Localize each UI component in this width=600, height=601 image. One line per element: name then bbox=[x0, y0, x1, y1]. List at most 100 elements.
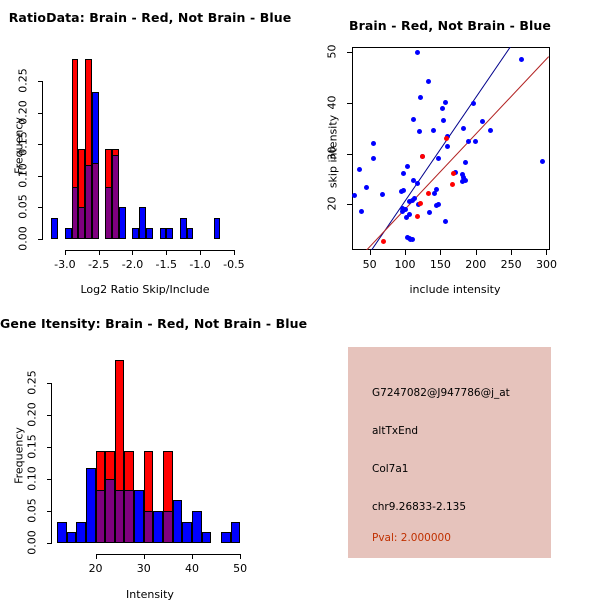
histogram-bar bbox=[213, 218, 221, 239]
x-axis-tick bbox=[233, 250, 235, 255]
scatter-point-not-brain bbox=[411, 117, 417, 123]
scatter-point-not-brain bbox=[399, 209, 405, 215]
x-axis-tick-label: -2.0 bbox=[121, 258, 144, 271]
scatter-point-not-brain bbox=[466, 139, 472, 145]
scatter-point-not-brain bbox=[400, 205, 406, 211]
scatter-x-axis-tick bbox=[511, 250, 513, 255]
histogram-bar-overlap bbox=[163, 510, 173, 543]
histogram-bar bbox=[85, 467, 96, 543]
scatter-x-axis-tick bbox=[546, 250, 548, 255]
y-axis-line bbox=[51, 382, 52, 543]
x-axis-tick bbox=[95, 554, 97, 559]
scatter-x-axis-tick bbox=[440, 250, 442, 255]
scatter-point-not-brain bbox=[480, 118, 486, 124]
x-axis-line bbox=[64, 250, 234, 251]
scatter-x-axis-tick-label: 300 bbox=[535, 258, 557, 271]
scatter-x-axis-tick-label: 150 bbox=[429, 258, 451, 271]
scatter-point-not-brain bbox=[441, 117, 447, 123]
histogram-bar bbox=[166, 228, 174, 239]
scatter-point-not-brain bbox=[407, 198, 413, 204]
histogram-bar-overlap bbox=[114, 489, 125, 543]
scatter-point-brain bbox=[425, 191, 431, 197]
scatter-x-axis-tick-label: 250 bbox=[500, 258, 522, 271]
scatter-y-axis-tick-label: 30 bbox=[325, 146, 339, 161]
scatter-point-not-brain bbox=[434, 202, 440, 208]
histogram-bar-overlap bbox=[91, 163, 99, 239]
histogram-bar bbox=[159, 228, 167, 239]
scatter-point-not-brain bbox=[357, 166, 363, 172]
x-axis-tick-label: 30 bbox=[136, 562, 151, 575]
histogram-bar-overlap bbox=[95, 489, 106, 543]
scatter-point-not-brain bbox=[425, 79, 431, 84]
x-axis-line bbox=[95, 554, 241, 555]
scatter-y-axis-tick-label: 20 bbox=[325, 196, 339, 211]
x-axis-tick-label: 40 bbox=[184, 562, 199, 575]
y-axis-tick bbox=[38, 175, 43, 177]
y-axis-tick bbox=[38, 81, 43, 83]
histogram-bar-overlap bbox=[143, 510, 154, 543]
scatter-point-not-brain bbox=[442, 100, 448, 106]
y-axis-tick bbox=[38, 112, 43, 114]
histogram-bar bbox=[186, 228, 194, 239]
info-gene-symbol: Col7a1 bbox=[372, 463, 409, 475]
y-axis-tick bbox=[47, 382, 52, 384]
gene-histogram-x-axis-label: Intensity bbox=[126, 588, 174, 601]
ratio-histogram-title: RatioData: Brain - Red, Not Brain - Blue bbox=[8, 10, 292, 25]
scatter-x-axis-label: include intensity bbox=[409, 283, 501, 296]
scatter-point-not-brain bbox=[444, 143, 450, 149]
scatter-point-not-brain bbox=[459, 179, 465, 185]
x-axis-tick bbox=[143, 554, 145, 559]
scatter-x-axis-tick bbox=[475, 250, 477, 255]
scatter-x-axis-tick bbox=[369, 250, 371, 255]
histogram-bar-overlap bbox=[124, 489, 135, 543]
scatter-point-not-brain bbox=[431, 190, 437, 196]
scatter-point-not-brain bbox=[358, 208, 364, 214]
scatter-point-not-brain bbox=[363, 184, 369, 190]
x-axis-tick-label: -1.5 bbox=[155, 258, 177, 271]
histogram-bar-overlap bbox=[105, 186, 113, 239]
histogram-bar bbox=[191, 510, 202, 543]
x-axis-tick bbox=[132, 250, 134, 255]
scatter-y-axis-tick-label: 40 bbox=[325, 95, 339, 110]
ratio-histogram-x-axis-label: Log2 Ratio Skip/Include bbox=[80, 283, 210, 296]
y-axis-tick bbox=[38, 207, 43, 209]
scatter-point-not-brain bbox=[519, 57, 525, 63]
gene-info-panel: G7247082@J947786@j_at altTxEnd Col7a1 ch… bbox=[348, 347, 551, 558]
scatter-point-not-brain bbox=[459, 171, 465, 177]
scatter-point-brain bbox=[381, 239, 387, 245]
scatter-point-not-brain bbox=[401, 187, 407, 193]
y-axis-tick bbox=[38, 144, 43, 146]
regression-line-brain-fit bbox=[366, 56, 550, 250]
info-pval: Pval: 2.000000 bbox=[372, 532, 451, 544]
gene-histogram-title: Gene Itensity: Brain - Red, Not Brain - … bbox=[0, 316, 308, 331]
scatter-point-not-brain bbox=[409, 237, 415, 243]
scatter-y-axis-tick bbox=[347, 102, 352, 104]
scatter-point-not-brain bbox=[415, 49, 421, 55]
histogram-bar bbox=[146, 228, 153, 239]
scatter-x-axis-tick-label: 100 bbox=[394, 258, 416, 271]
scatter-plot-box bbox=[352, 47, 550, 250]
scatter-x-axis-tick bbox=[405, 250, 407, 255]
scatter-point-not-brain bbox=[463, 160, 469, 166]
histogram-bar bbox=[139, 207, 146, 239]
histogram-bar bbox=[132, 228, 140, 239]
histogram-bar-overlap bbox=[71, 186, 79, 239]
x-axis-tick bbox=[200, 250, 202, 255]
scatter-point-not-brain bbox=[401, 170, 407, 176]
scatter-point-not-brain bbox=[418, 95, 424, 101]
scatter-point-brain bbox=[451, 171, 457, 177]
x-axis-tick-label: -0.5 bbox=[223, 258, 245, 271]
histogram-bar bbox=[153, 510, 164, 543]
x-axis-tick bbox=[64, 250, 66, 255]
y-axis-tick bbox=[47, 510, 52, 512]
scatter-point-not-brain bbox=[440, 106, 445, 112]
scatter-point-brain bbox=[443, 136, 449, 142]
x-axis-tick bbox=[240, 554, 242, 559]
histogram-bar-overlap bbox=[105, 478, 115, 543]
histogram-bar bbox=[66, 532, 77, 543]
histogram-bar bbox=[182, 521, 192, 543]
y-axis-tick bbox=[47, 543, 52, 544]
x-axis-tick-label: -2.5 bbox=[87, 258, 110, 271]
scatter-point-not-brain bbox=[411, 178, 417, 184]
histogram-bar-overlap bbox=[78, 207, 86, 239]
